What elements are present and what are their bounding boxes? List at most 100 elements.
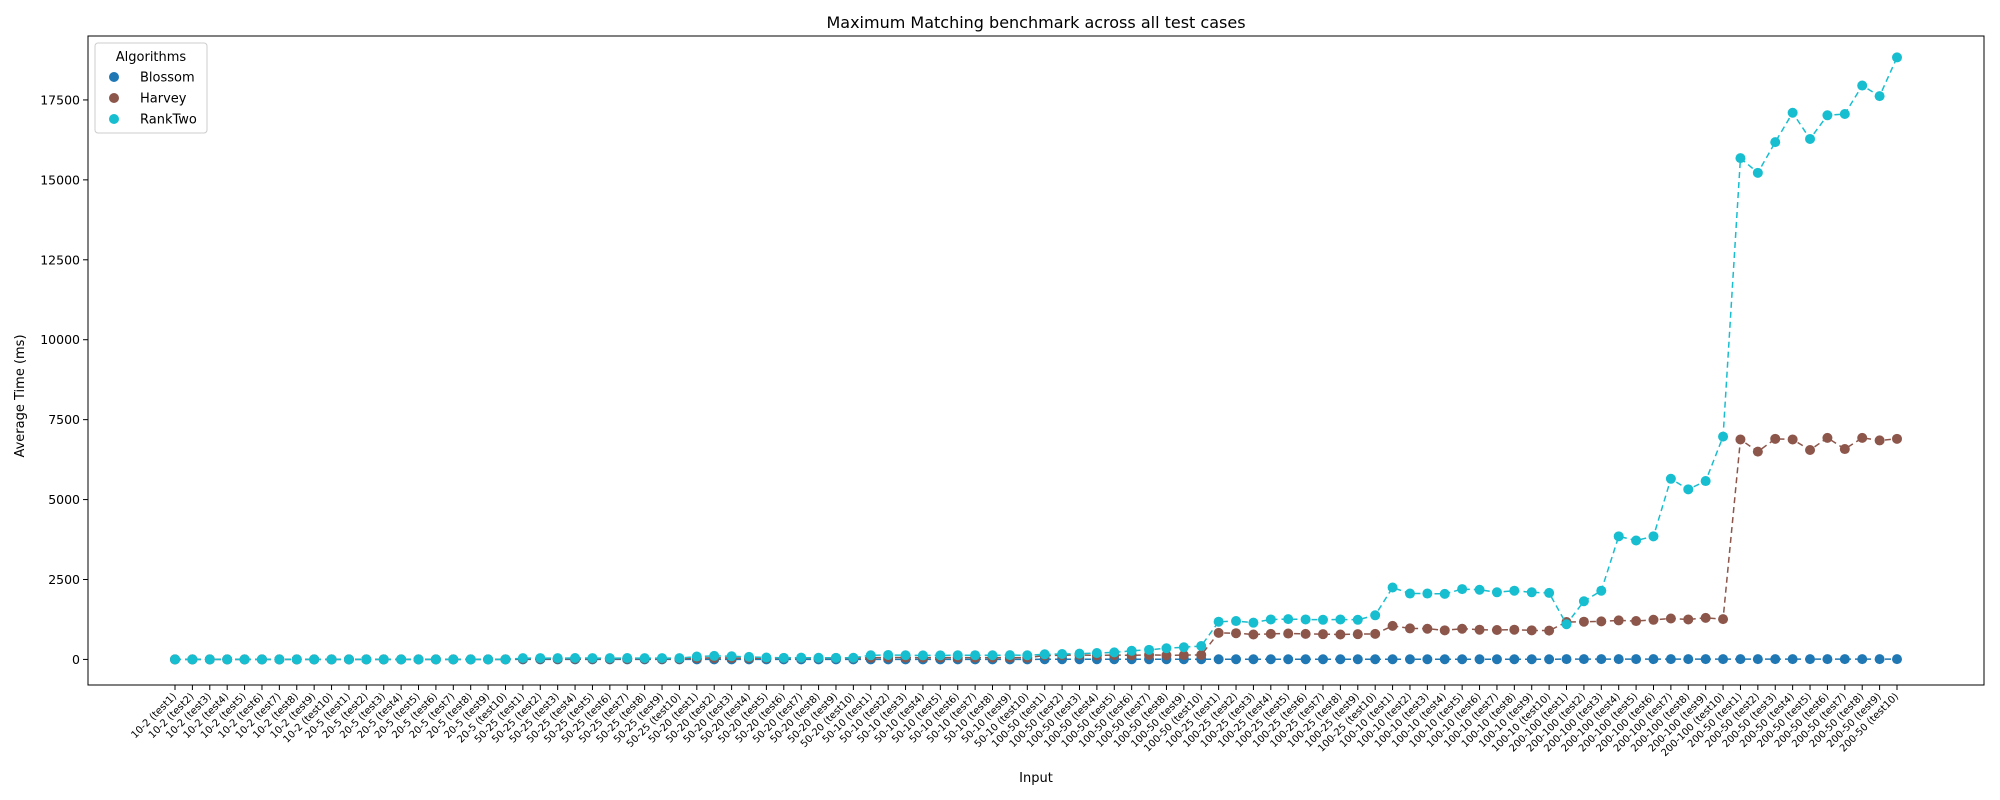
y-tick-label: 10000 [40,332,80,347]
data-point-ranktwo [1387,582,1398,593]
data-point-ranktwo [639,653,650,664]
y-tick-label: 0 [72,652,80,667]
data-point-ranktwo [1787,107,1798,118]
y-axis-label: Average Time (ms) [13,334,28,457]
data-point-ranktwo [1231,616,1242,627]
data-point-ranktwo [657,653,668,664]
data-point-ranktwo [204,654,215,665]
data-point-blossom [1422,654,1433,665]
data-point-ranktwo [1335,614,1346,625]
data-point-blossom [1404,654,1415,665]
data-point-blossom [1578,654,1589,665]
data-point-blossom [1300,654,1311,665]
data-point-ranktwo [622,653,633,664]
data-point-blossom [1648,654,1659,665]
data-point-ranktwo [1022,650,1033,661]
data-point-ranktwo [1144,644,1155,655]
data-point-blossom [1231,654,1242,665]
data-point-harvey [1526,625,1537,636]
data-point-ranktwo [900,650,911,661]
data-point-blossom [1700,654,1711,665]
chart-title: Maximum Matching benchmark across all te… [826,13,1245,32]
data-point-ranktwo [970,650,981,661]
data-point-ranktwo [813,652,824,663]
data-point-ranktwo [1318,614,1328,625]
data-point-ranktwo [1648,531,1659,542]
data-point-ranktwo [1248,617,1259,628]
data-point-harvey [1265,628,1276,639]
y-tick-label: 7500 [48,412,80,427]
data-point-harvey [1892,433,1902,444]
data-point-ranktwo [326,654,337,665]
series-line-ranktwo [175,57,1898,661]
data-point-ranktwo [1457,584,1468,595]
data-point-ranktwo [483,654,494,665]
data-point-ranktwo [1683,484,1694,495]
data-point-harvey [1665,613,1676,624]
data-point-ranktwo [343,654,354,665]
data-point-ranktwo [761,652,772,663]
data-point-blossom [1526,654,1537,665]
data-point-harvey [1544,625,1555,636]
data-point-blossom [1491,654,1502,665]
data-point-ranktwo [448,654,459,665]
data-point-ranktwo [430,654,441,665]
data-point-ranktwo [1509,585,1520,596]
data-point-harvey [1178,650,1189,661]
data-point-harvey [1683,614,1694,625]
data-point-blossom [1874,654,1885,665]
data-point-blossom [1265,654,1276,665]
data-point-blossom [1631,654,1642,665]
data-point-ranktwo [848,652,859,663]
data-point-ranktwo [1004,650,1015,661]
data-point-ranktwo [1474,584,1485,595]
data-point-blossom [1683,654,1694,665]
y-tick-label: 2500 [48,572,80,587]
data-point-ranktwo [170,654,180,665]
data-point-ranktwo [1665,473,1676,484]
data-point-harvey [1648,614,1659,625]
data-point-harvey [1787,434,1798,445]
data-point-ranktwo [1300,614,1311,625]
data-point-harvey [1474,624,1485,635]
data-point-ranktwo [413,654,424,665]
data-point-harvey [1718,614,1729,625]
legend-marker-ranktwo [109,114,119,124]
data-point-ranktwo [222,654,233,665]
y-tick-label: 17500 [40,92,80,107]
x-axis-label: Input [1019,771,1053,786]
data-point-ranktwo [1596,585,1607,596]
y-tick-label: 12500 [40,252,80,267]
data-point-harvey [1735,434,1746,445]
data-point-ranktwo [291,654,302,665]
data-point-ranktwo [535,653,546,664]
legend-marker-harvey [109,93,119,103]
data-point-harvey [1578,616,1589,627]
data-point-harvey [1300,628,1311,639]
series-line-harvey [175,436,1898,661]
y-tick-label: 15000 [40,172,80,187]
legend-label-blossom: Blossom [140,71,195,86]
data-point-ranktwo [309,654,320,665]
data-point-ranktwo [1283,614,1294,625]
y-tick-label: 5000 [48,492,80,507]
data-point-ranktwo [1874,91,1885,102]
legend-label-harvey: Harvey [140,92,187,107]
data-point-blossom [1892,654,1902,665]
data-point-ranktwo [378,654,389,665]
data-point-harvey [1404,623,1415,634]
data-point-blossom [1352,654,1363,665]
data-point-blossom [1770,654,1781,665]
data-point-blossom [1457,654,1468,665]
data-point-blossom [1561,654,1572,665]
data-point-ranktwo [465,654,476,665]
data-point-blossom [1752,654,1763,665]
data-point-harvey [1370,628,1381,639]
data-point-blossom [1387,654,1398,665]
data-point-ranktwo [917,650,928,661]
data-point-blossom [1613,654,1624,665]
data-point-ranktwo [1196,641,1207,651]
data-point-ranktwo [256,654,267,665]
data-point-ranktwo [239,654,250,665]
